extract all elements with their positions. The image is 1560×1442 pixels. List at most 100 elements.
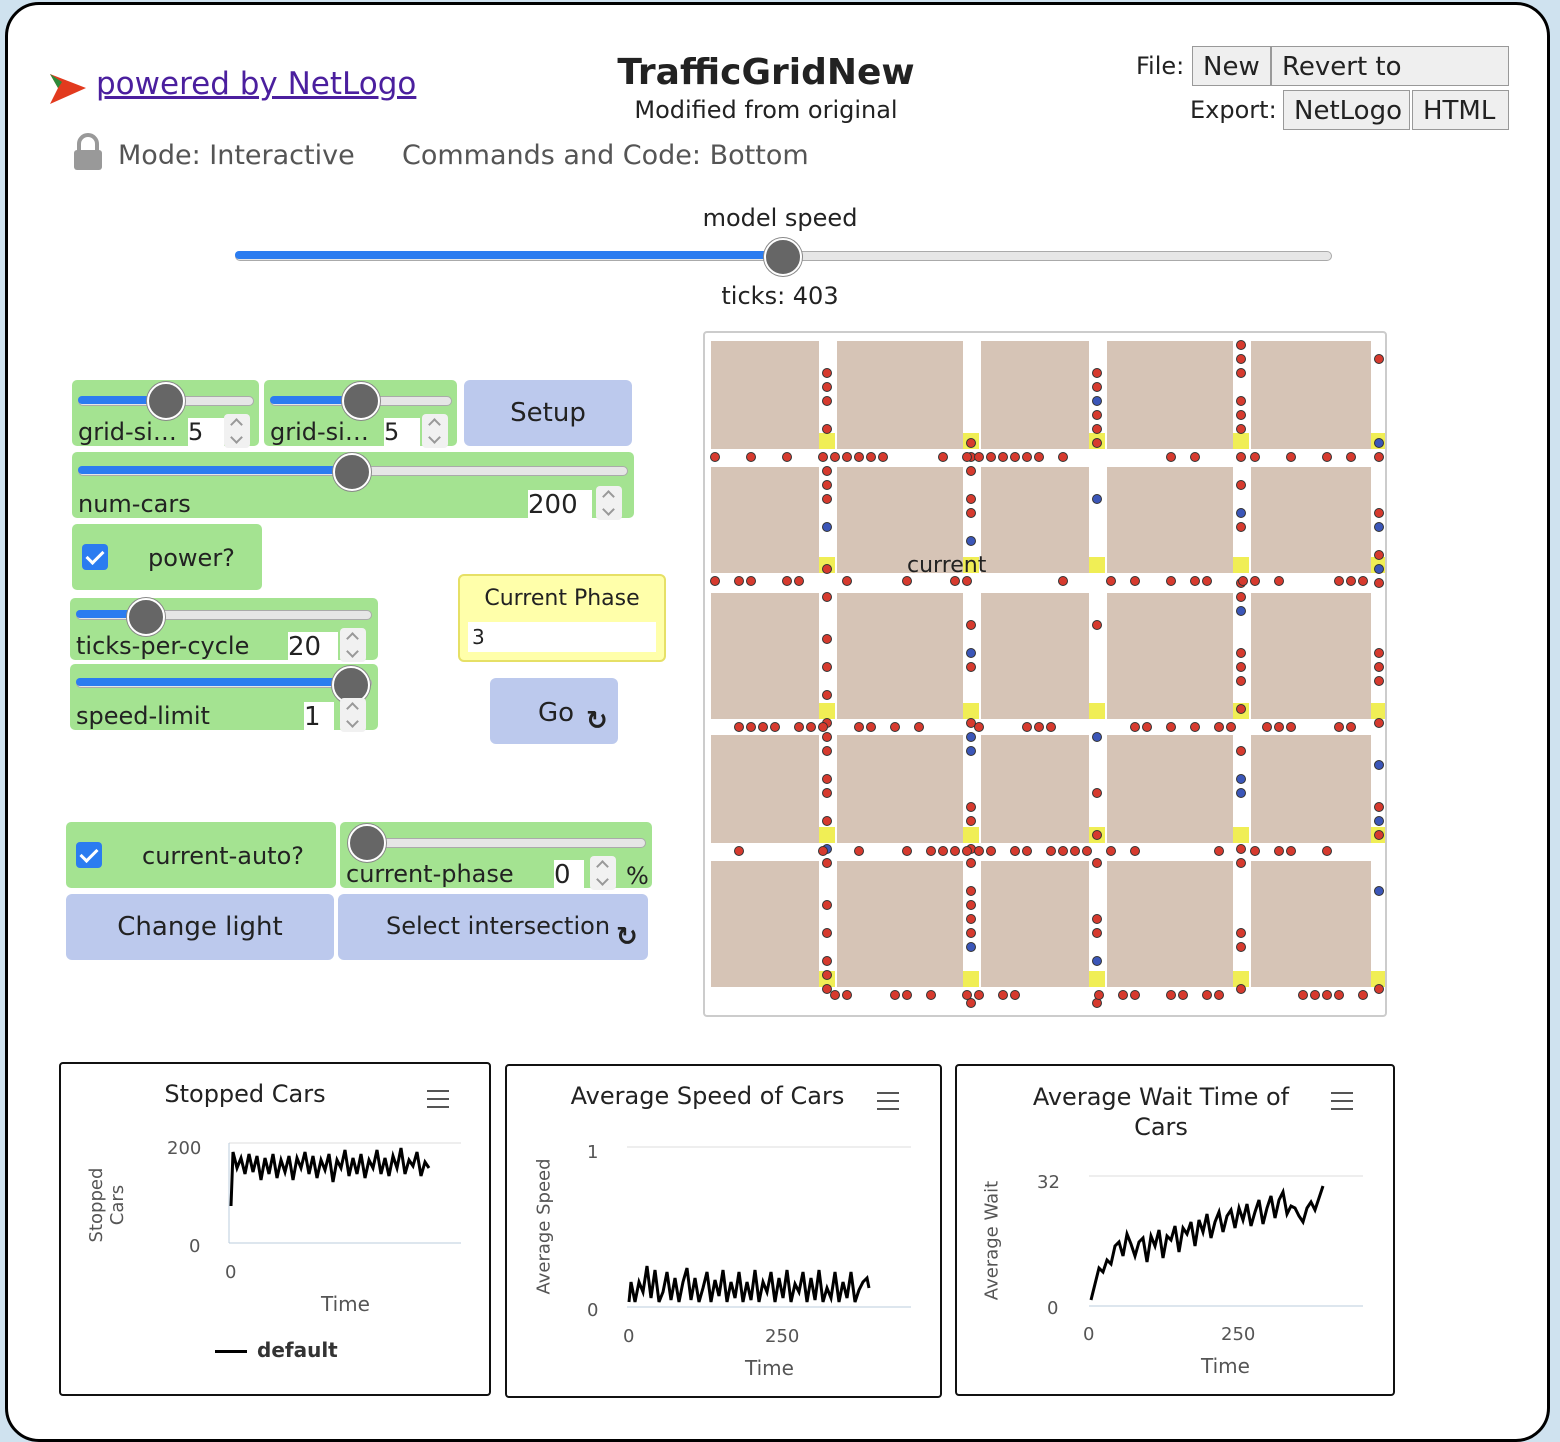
grid-size-x-value[interactable]: 5 (188, 418, 224, 446)
change-light-button[interactable]: Change light (66, 894, 334, 960)
mode-label[interactable]: Mode: Interactive (118, 140, 355, 171)
ticks-per-cycle-spinner[interactable] (340, 628, 366, 662)
car (1092, 830, 1102, 840)
car (1250, 576, 1260, 586)
current-phase-slider[interactable]: current-phase 0 % (340, 822, 652, 890)
car (950, 576, 960, 586)
traffic-light (819, 827, 835, 843)
car (1236, 648, 1246, 658)
car (966, 900, 976, 910)
plot-area (627, 1146, 911, 1308)
export-netlogo-button[interactable]: NetLogo (1283, 90, 1410, 130)
car (1374, 718, 1384, 728)
plot-menu-icon[interactable] (1331, 1092, 1353, 1110)
num-cars-value[interactable]: 200 (528, 490, 592, 520)
grid-size-y-spinner[interactable] (422, 414, 448, 448)
model-speed-knob[interactable] (764, 238, 802, 276)
car (1236, 424, 1246, 434)
car (1374, 578, 1384, 588)
city-block (1251, 735, 1371, 843)
car (1190, 452, 1200, 462)
powered-by-netlogo-link[interactable]: powered by NetLogo (96, 66, 417, 102)
revert-button[interactable]: Revert to Original (1271, 46, 1509, 122)
city-block (1107, 341, 1233, 449)
plot-menu-icon[interactable] (877, 1092, 899, 1110)
ymax: 200 (167, 1138, 202, 1159)
car (1130, 846, 1140, 856)
car (962, 846, 972, 856)
car (1130, 990, 1140, 1000)
num-cars-slider[interactable]: num-cars 200 (72, 452, 634, 520)
ticks-per-cycle-slider[interactable]: ticks-per-cycle 20 (70, 598, 378, 662)
car (890, 990, 900, 1000)
car (902, 576, 912, 586)
export-html-button[interactable]: HTML (1412, 90, 1509, 130)
car (782, 452, 792, 462)
car (1374, 438, 1384, 448)
model-speed-label: model speed (702, 204, 858, 232)
car (1236, 592, 1246, 602)
new-button[interactable]: New (1192, 46, 1271, 86)
setup-button[interactable]: Setup (464, 380, 632, 446)
current-auto-switch[interactable]: current-auto? (66, 822, 336, 888)
car (1374, 760, 1384, 770)
car (1092, 914, 1102, 924)
car (1334, 576, 1344, 586)
grid-size-y-slider[interactable]: grid-si… 5 (264, 380, 457, 448)
current-phase-spinner[interactable] (590, 856, 616, 890)
car (974, 990, 984, 1000)
car (1178, 990, 1188, 1000)
power-checkbox[interactable] (82, 544, 108, 570)
grid-size-y-knob[interactable] (342, 382, 380, 420)
car (1226, 722, 1236, 732)
traffic-grid-canvas[interactable] (705, 333, 1387, 1015)
car (1358, 990, 1368, 1000)
ylabel: Average Wait (981, 1180, 1003, 1301)
car (1092, 438, 1102, 448)
car (1142, 722, 1152, 732)
car (1322, 452, 1332, 462)
power-switch[interactable]: power? (72, 524, 262, 590)
num-cars-spinner[interactable] (596, 486, 622, 520)
select-intersection-button[interactable]: Select intersection ↻ (338, 894, 648, 960)
car (822, 382, 832, 392)
car (1202, 576, 1212, 586)
car (1214, 722, 1224, 732)
ticks-per-cycle-knob[interactable] (127, 598, 165, 636)
world-view[interactable]: current (703, 331, 1387, 1017)
current-auto-label: current-auto? (142, 842, 304, 870)
num-cars-knob[interactable] (333, 453, 371, 491)
ymin: 0 (587, 1300, 599, 1321)
car (1236, 340, 1246, 350)
current-phase-knob[interactable] (348, 824, 386, 862)
go-button[interactable]: Go ↻ (490, 678, 618, 744)
current-phase-monitor-value: 3 (468, 622, 656, 652)
x0: 0 (1083, 1324, 1095, 1345)
grid-size-x-knob[interactable] (147, 382, 185, 420)
grid-size-x-slider[interactable]: grid-si… 5 (72, 380, 259, 448)
grid-size-x-spinner[interactable] (224, 414, 250, 448)
current-auto-checkbox[interactable] (76, 842, 102, 868)
speed-limit-value[interactable]: 1 (304, 702, 334, 732)
car (926, 990, 936, 1000)
speed-limit-slider[interactable]: speed-limit 1 (70, 664, 378, 732)
car (1236, 942, 1246, 952)
ymax: 32 (1037, 1172, 1060, 1193)
car (1236, 354, 1246, 364)
commands-code-label[interactable]: Commands and Code: Bottom (402, 140, 809, 171)
traffic-light (1089, 971, 1105, 987)
car (966, 998, 976, 1008)
current-phase-value[interactable]: 0 (554, 860, 584, 890)
grid-size-y-value[interactable]: 5 (384, 418, 420, 446)
ticks-per-cycle-value[interactable]: 20 (288, 632, 338, 662)
city-block (1107, 467, 1233, 573)
speed-limit-spinner[interactable] (340, 698, 366, 732)
plot-menu-icon[interactable] (427, 1090, 449, 1108)
city-block (711, 735, 819, 843)
car (1070, 846, 1080, 856)
ylabel: Average Speed (533, 1158, 555, 1295)
car (1286, 846, 1296, 856)
car (1236, 928, 1246, 938)
lock-icon[interactable] (72, 132, 104, 172)
xlabel: Time (745, 1356, 794, 1380)
